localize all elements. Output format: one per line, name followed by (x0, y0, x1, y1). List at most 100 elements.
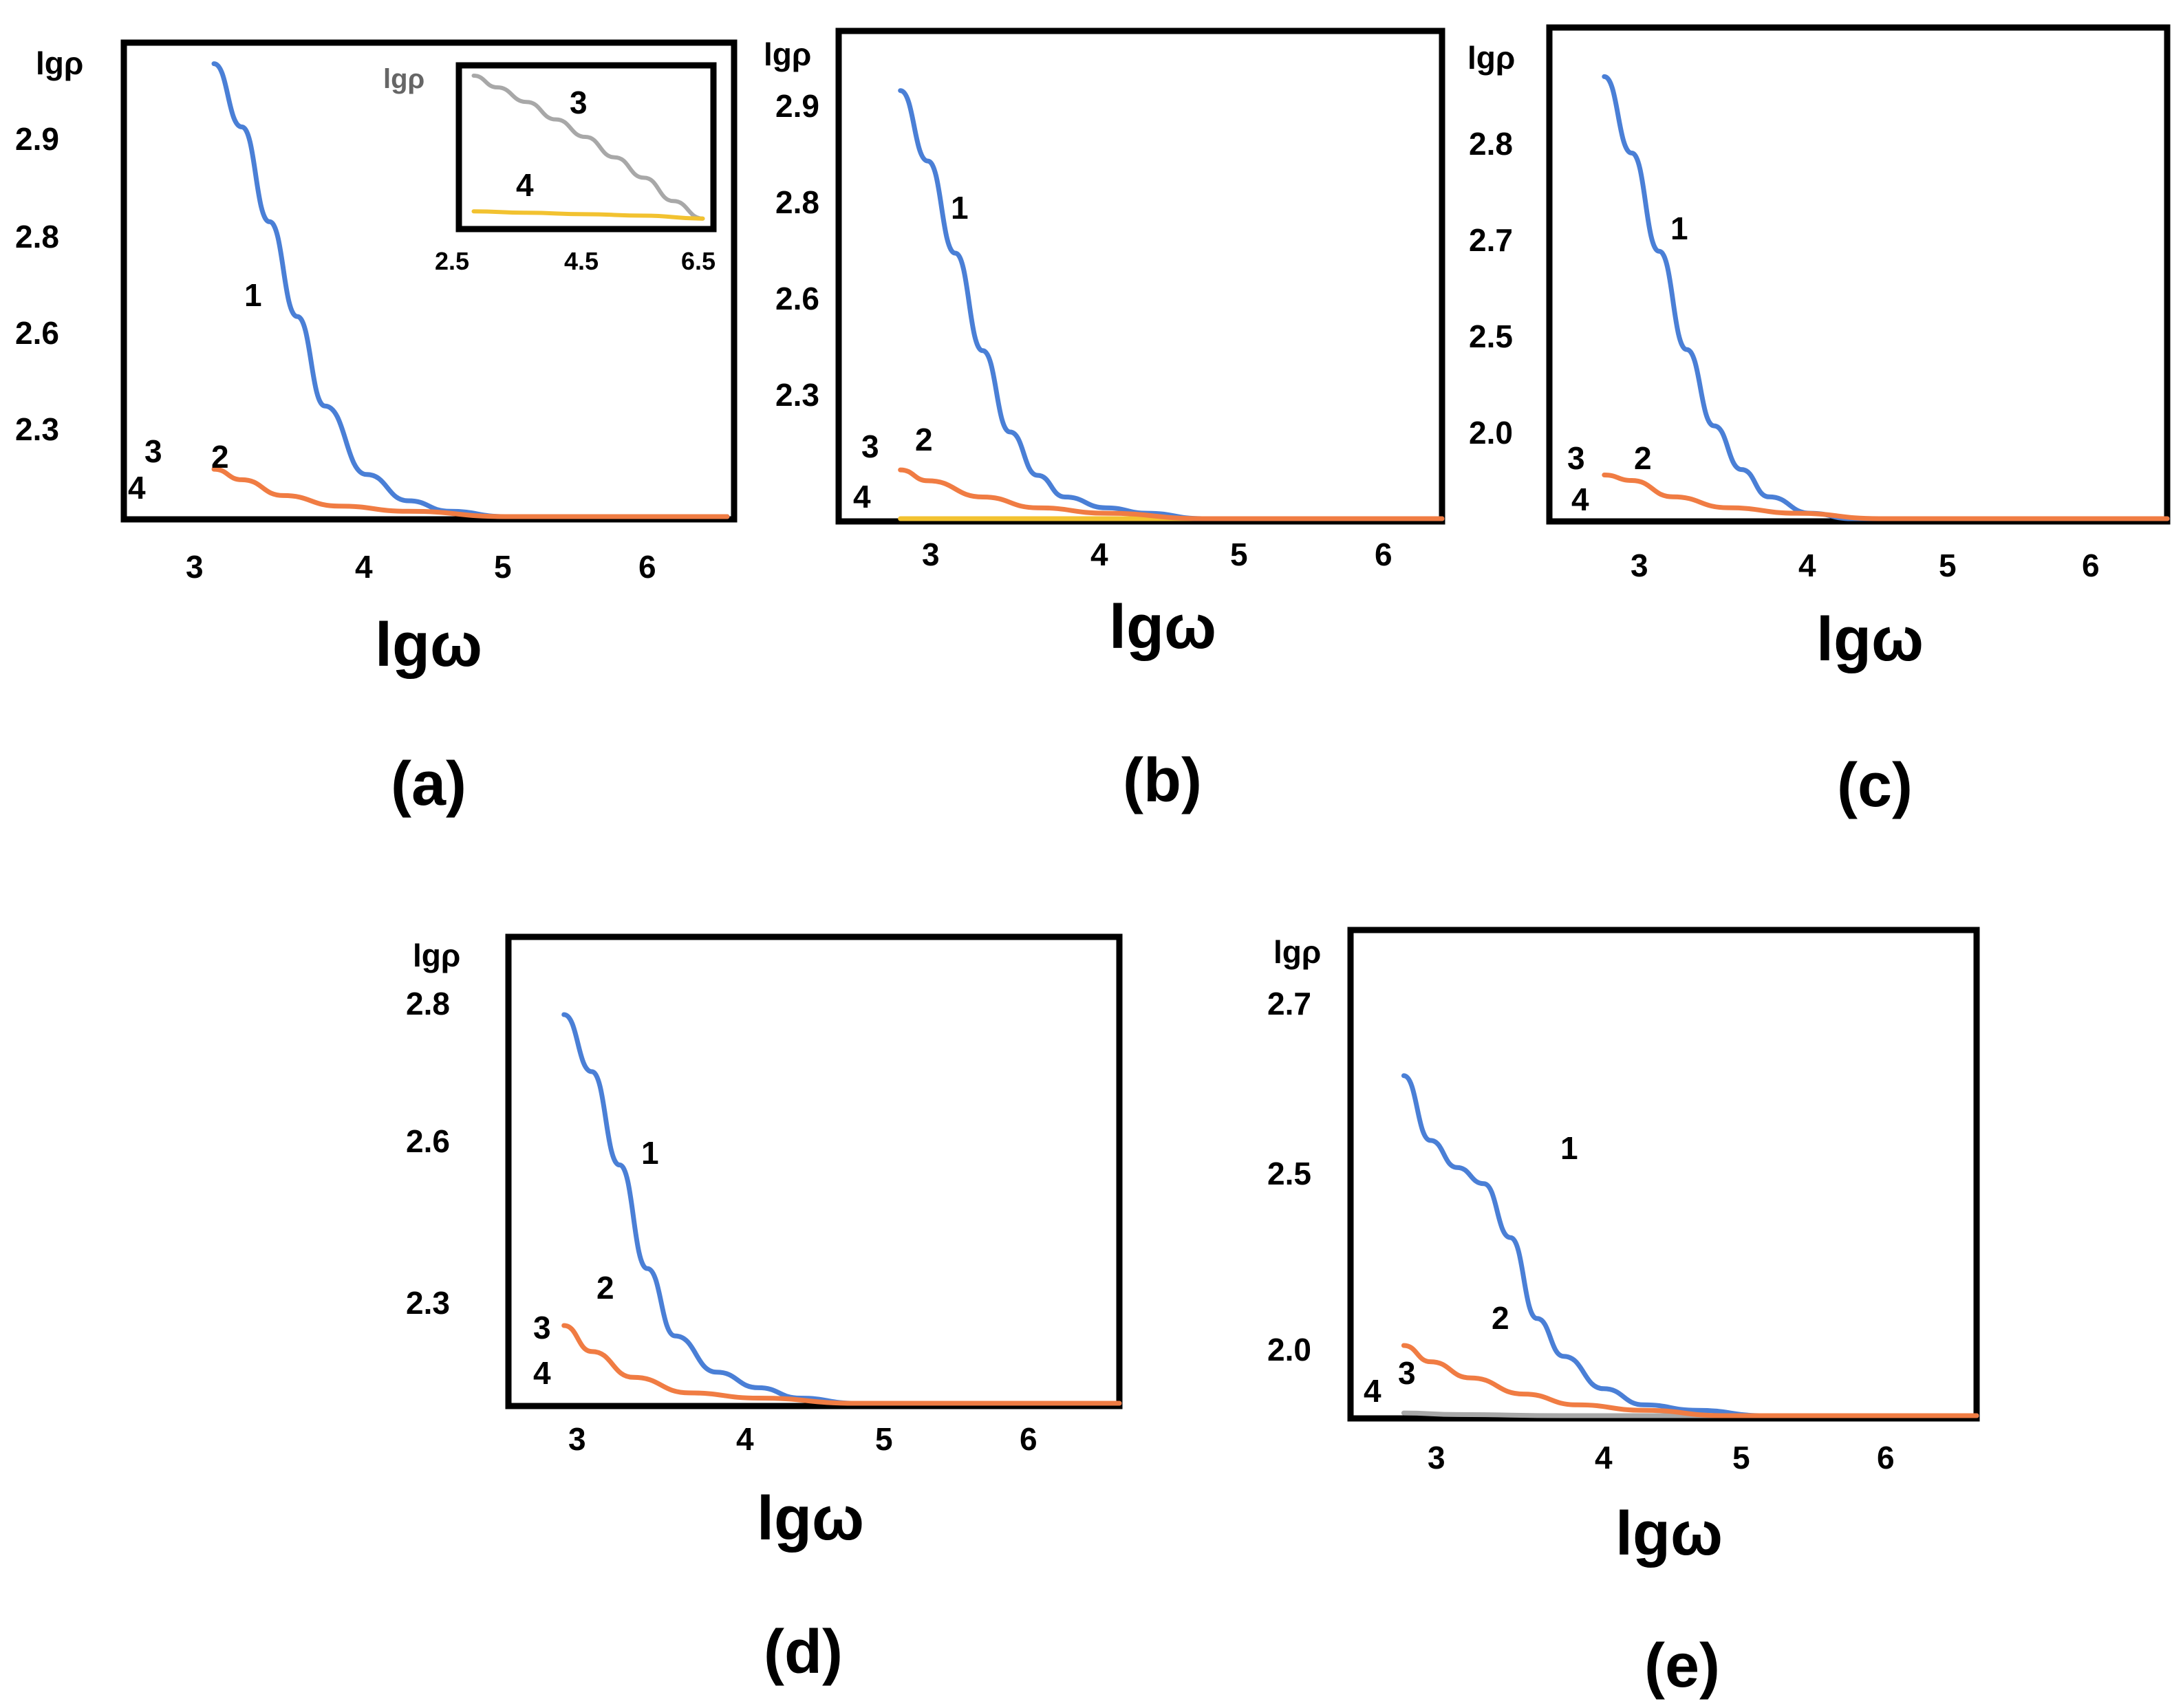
panel-b-series-2-label: 2 (915, 422, 933, 457)
panel-e-series-2-label: 2 (1492, 1300, 1509, 1336)
panel-b-xtick-3: 6 (1375, 537, 1392, 572)
panel-c-series-2-line (1602, 473, 2170, 521)
panel-a-xtick-3: 6 (638, 549, 656, 585)
panel-e: lgρ 2.7 2.5 2.0 3 4 5 6 lgω (e) 1 2 3 4 (1267, 927, 1980, 1700)
panel-a-inset-xtick-1: 4.5 (564, 247, 599, 275)
panel-d-ytick-2: 2.3 (406, 1285, 450, 1321)
panel-a-label: (a) (391, 750, 466, 819)
panel-b: lgρ 2.9 2.8 2.6 2.3 3 4 5 6 lgω (b) 1 2 … (764, 28, 1445, 815)
panel-d-ytick-1: 2.6 (406, 1123, 450, 1159)
panel-c-xtick-2: 5 (1939, 548, 1957, 583)
panel-e-ytick-2: 2.0 (1267, 1332, 1311, 1368)
panel-e-ylabel: lgρ (1273, 934, 1321, 970)
panel-a-inset: lgρ 3 4 2.5 4.5 6.5 (383, 62, 717, 275)
panel-c-ytick-2: 2.5 (1469, 318, 1513, 354)
panel-b-xtick-0: 3 (922, 537, 940, 572)
panel-a-xtick-1: 4 (355, 549, 373, 585)
panel-b-xtick-1: 4 (1090, 537, 1108, 572)
panel-d-xtick-3: 6 (1020, 1421, 1037, 1457)
panel-a-series-4-label: 4 (128, 470, 146, 506)
panel-e-series-1-label: 1 (1560, 1130, 1578, 1166)
panel-a-ytick-3: 2.3 (15, 411, 59, 447)
panel-a-series-2-line (211, 466, 730, 519)
panel-a-xtick-0: 3 (186, 549, 204, 585)
panel-d-ylabel: lgρ (413, 938, 460, 973)
panel-c-xtick-1: 4 (1798, 548, 1816, 583)
panel-c-frame (1546, 24, 2171, 525)
panel-d-series-3-label: 3 (533, 1310, 551, 1345)
panel-a-ytick-1: 2.8 (15, 219, 59, 255)
panel-c-ytick-0: 2.8 (1469, 126, 1513, 162)
panel-b-xlabel: lgω (1109, 593, 1216, 662)
panel-c-series-2-label: 2 (1634, 440, 1652, 476)
panel-d-label: (d) (764, 1618, 843, 1687)
panel-c-series-4-label: 4 (1571, 482, 1589, 517)
panel-e-xtick-2: 5 (1732, 1440, 1750, 1475)
panel-c: lgρ 2.8 2.7 2.5 2.0 3 4 5 6 lgω (c) 1 2 … (1467, 24, 2171, 820)
panel-c-series-1-line (1602, 74, 2170, 521)
panel-a-inset-ylabel: lgρ (383, 64, 424, 94)
panel-c-xtick-3: 6 (2082, 548, 2100, 583)
panel-a-series-2-label: 2 (211, 439, 229, 475)
panel-b-ylabel: lgρ (764, 36, 811, 72)
panel-b-ytick-3: 2.3 (775, 377, 819, 413)
panel-a: lgρ 2.9 2.8 2.6 2.3 3 4 5 6 lgω (a) 1 2 … (15, 39, 738, 819)
panel-c-label: (c) (1837, 751, 1913, 820)
panel-e-series-3-label: 3 (1398, 1355, 1416, 1391)
panel-d-series-1-label: 1 (641, 1135, 659, 1171)
panel-a-xtick-2: 5 (494, 549, 512, 585)
panel-b-frame (835, 28, 1445, 525)
panel-e-series-2-line (1401, 1343, 1979, 1418)
panel-d-xtick-0: 3 (568, 1421, 586, 1457)
panel-e-frame (1347, 927, 1980, 1422)
panel-e-xtick-0: 3 (1428, 1440, 1445, 1475)
panel-a-inset-series-3-label: 3 (570, 85, 588, 120)
panel-d-frame (505, 933, 1123, 1409)
panel-b-xtick-2: 5 (1230, 537, 1248, 572)
panel-a-ylabel: lgρ (36, 45, 83, 81)
panel-a-series-3-label: 3 (144, 433, 162, 469)
panel-e-ytick-0: 2.7 (1267, 986, 1311, 1021)
panel-a-ytick-0: 2.9 (15, 121, 59, 157)
panel-b-ytick-2: 2.6 (775, 281, 819, 316)
panel-c-ytick-1: 2.7 (1469, 222, 1513, 258)
panel-e-xlabel: lgω (1615, 1500, 1723, 1568)
panel-d: lgρ 2.8 2.6 2.3 3 4 5 6 lgω (d) 1 2 3 4 (406, 933, 1123, 1687)
panel-b-ytick-1: 2.8 (775, 184, 819, 220)
panel-b-ytick-0: 2.9 (775, 88, 819, 124)
panel-a-inset-series-3-line (471, 74, 705, 221)
panel-a-frame (120, 39, 738, 523)
panel-d-xtick-2: 5 (875, 1421, 893, 1457)
panel-b-series-1-label: 1 (951, 190, 969, 226)
panel-d-series-2-label: 2 (596, 1270, 614, 1306)
panel-c-xlabel: lgω (1816, 605, 1924, 674)
panel-e-label: (e) (1644, 1632, 1720, 1700)
panel-b-series-1-line (898, 88, 1445, 521)
panel-d-xtick-1: 4 (736, 1421, 754, 1457)
panel-a-series-1-label: 1 (244, 277, 262, 313)
panel-a-xlabel: lgω (375, 611, 482, 680)
panel-c-ylabel: lgρ (1467, 40, 1515, 76)
panel-b-series-3-label: 3 (861, 429, 879, 464)
panel-d-ytick-0: 2.8 (406, 986, 450, 1021)
panel-e-series-1-line (1401, 1073, 1979, 1418)
panel-b-label: (b) (1123, 746, 1202, 815)
panel-d-series-1-line (561, 1012, 1122, 1406)
panel-c-series-1-label: 1 (1670, 210, 1688, 246)
panel-a-inset-series-4-label: 4 (516, 167, 534, 203)
panel-e-ytick-1: 2.5 (1267, 1156, 1311, 1191)
panel-a-inset-xtick-2: 6.5 (681, 247, 716, 275)
panel-d-xlabel: lgω (757, 1484, 864, 1553)
panel-a-inset-series-4-line (471, 209, 705, 221)
panel-e-series-4-label: 4 (1364, 1373, 1381, 1409)
panel-b-series-4-label: 4 (853, 479, 871, 515)
panel-a-inset-xtick-0: 2.5 (435, 247, 469, 275)
panel-d-series-4-label: 4 (533, 1355, 551, 1391)
panel-e-xtick-3: 6 (1877, 1440, 1895, 1475)
panel-d-series-2-line (561, 1323, 1122, 1406)
panel-e-xtick-1: 4 (1595, 1440, 1613, 1475)
panel-c-series-3-label: 3 (1567, 440, 1585, 476)
panel-b-series-2-line (898, 467, 1445, 521)
panel-a-ytick-2: 2.6 (15, 315, 59, 351)
